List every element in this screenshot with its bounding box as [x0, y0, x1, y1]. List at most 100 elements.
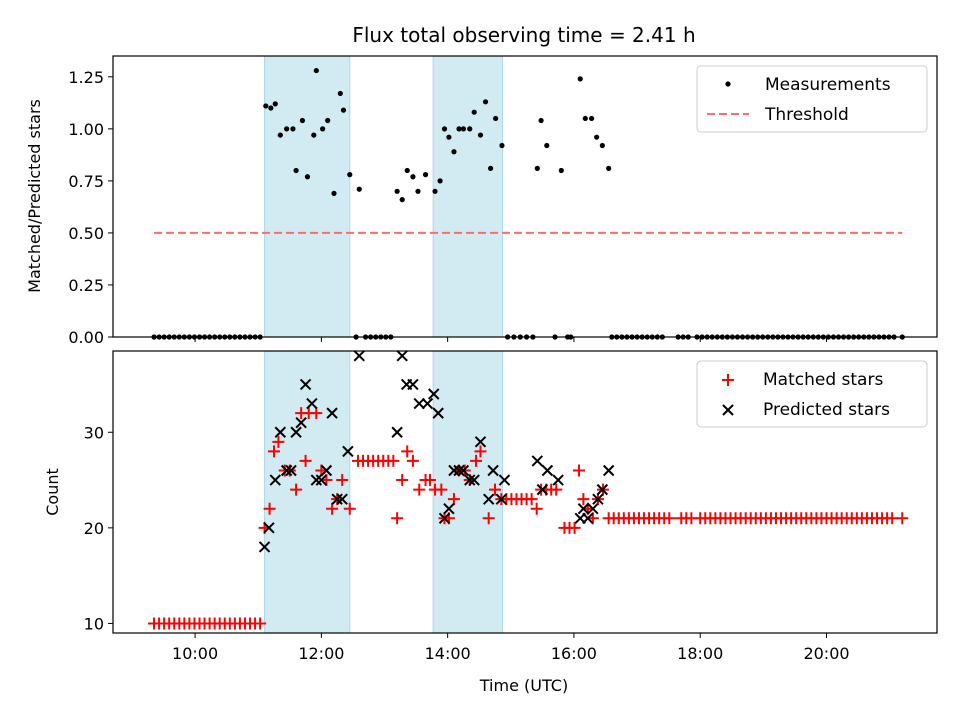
matched-stars-point: [482, 512, 495, 525]
measurements-point: [399, 197, 405, 203]
matched-stars-point: [299, 454, 312, 467]
legend-predicted-marker: [722, 404, 734, 416]
measurements-point: [460, 126, 467, 132]
predicted-stars-point: [592, 493, 604, 505]
predicted-stars-point: [315, 474, 328, 486]
measurements-point: [606, 165, 612, 171]
y-tick-label: 1.00: [68, 120, 104, 139]
measurements-point: [331, 190, 337, 196]
y-tick-label: 20: [84, 519, 104, 538]
bottom-x-ticks: 10:00 12:00 14:00 16:00 18:00 20:00: [172, 633, 850, 663]
predicted-stars-point: [331, 493, 343, 505]
measurements-point: [456, 126, 462, 132]
matched-stars-point: [435, 483, 448, 496]
measurements-point: [394, 188, 400, 194]
y-tick-label: 10: [84, 614, 104, 633]
y-tick-label: 1.25: [68, 68, 104, 87]
predicted-stars-point: [306, 397, 318, 410]
predicted-stars-point: [495, 493, 508, 505]
measurements-point: [467, 126, 473, 132]
predicted-stars-point: [295, 416, 307, 429]
legend-matched-marker: [722, 374, 734, 386]
measurements-point: [594, 134, 600, 140]
measurements-point: [534, 165, 540, 171]
predicted-stars-point: [487, 464, 499, 477]
measurements-point: [313, 67, 319, 74]
top-panel: 0.00 0.25 0.50 0.75 1.00 1.25 Matched/Predict…: [25, 55, 938, 347]
measurements-point: [446, 134, 452, 140]
matched-stars-point: [406, 454, 419, 467]
predicted-stars-point: [531, 455, 544, 467]
measurements-point: [410, 174, 416, 180]
x-tick-label: 16:00: [551, 644, 597, 663]
bottom-y-axis-label: Count: [43, 468, 62, 516]
y-tick-label: 0.50: [68, 224, 104, 243]
predicted-stars-point: [421, 397, 434, 410]
shaded-interval-1: [432, 55, 504, 338]
matched-stars-point: [343, 502, 356, 515]
predicted-stars-point: [577, 503, 590, 515]
measurements-point: [268, 105, 274, 111]
matched-stars-point: [387, 454, 400, 467]
x-tick-label: 12:00: [298, 644, 344, 663]
legend-matched-label: Matched stars: [763, 370, 883, 390]
measurements-point: [493, 115, 499, 122]
y-tick-label: 30: [84, 423, 104, 442]
y-tick-label: 0.75: [68, 172, 104, 191]
matched-stars-point: [663, 512, 676, 525]
top-axes-frame: [112, 55, 938, 338]
predicted-stars-point: [326, 407, 338, 419]
predicted-stars-point: [258, 541, 271, 553]
predicted-stars-point: [274, 426, 287, 438]
matched-stars-point: [290, 483, 303, 496]
matched-stars-point: [530, 502, 543, 515]
matched-stars-point: [447, 493, 460, 506]
matched-stars-point: [272, 435, 285, 448]
measurements-point: [290, 126, 296, 132]
shaded-interval-0: [264, 350, 351, 634]
measurements-point: [499, 142, 505, 149]
legend-measurements-label: Measurements: [765, 75, 891, 95]
predicted-stars-point: [391, 426, 403, 438]
matched-stars-point: [550, 483, 563, 496]
legend-predicted-label: Predicted stars: [763, 400, 890, 420]
matched-stars-point: [568, 521, 581, 534]
predicted-stars-point: [413, 397, 425, 410]
predicted-stars-point: [320, 464, 333, 477]
measurements-point: [432, 188, 438, 194]
bottom-legend: Matched stars Predicted stars: [696, 360, 928, 428]
bottom-shaded-regions: [264, 350, 504, 634]
measurements-point: [477, 132, 484, 138]
measurements-point: [337, 90, 343, 97]
matched-stars-point: [263, 502, 276, 515]
measurements-point: [347, 172, 353, 178]
matched-stars-point: [572, 464, 585, 477]
shaded-interval-0: [264, 55, 351, 338]
legend-measurements-marker: [725, 81, 731, 87]
measurements-point: [304, 174, 311, 180]
chart-title: Flux total observing time = 2.41 h: [352, 23, 695, 47]
measurements-point: [577, 76, 583, 82]
measurements-point: [293, 167, 299, 174]
measurements-point: [599, 142, 605, 149]
measurements-point: [482, 99, 489, 105]
matched-stars-point: [391, 512, 404, 525]
predicted-stars-point: [280, 464, 293, 477]
matched-stars-point: [254, 617, 267, 630]
x-tick-label: 14:00: [425, 644, 471, 663]
top-y-ticks: 0.00 0.25 0.50 0.75 1.00 1.25: [68, 68, 113, 347]
y-tick-label: 0.25: [68, 276, 104, 295]
measurements-point: [320, 126, 326, 132]
measurements-point: [589, 115, 595, 122]
predicted-stars-point: [428, 388, 440, 400]
measurements-point: [404, 167, 410, 174]
predicted-stars-point: [310, 474, 323, 486]
predicted-stars-point: [587, 503, 599, 515]
top-legend: Measurements Threshold: [696, 65, 928, 133]
legend-threshold-label: Threshold: [764, 105, 849, 125]
predicted-stars-point: [285, 464, 297, 477]
predicted-stars-point: [457, 464, 470, 477]
matched-stars-point: [413, 483, 426, 496]
measurements-point: [311, 132, 317, 138]
